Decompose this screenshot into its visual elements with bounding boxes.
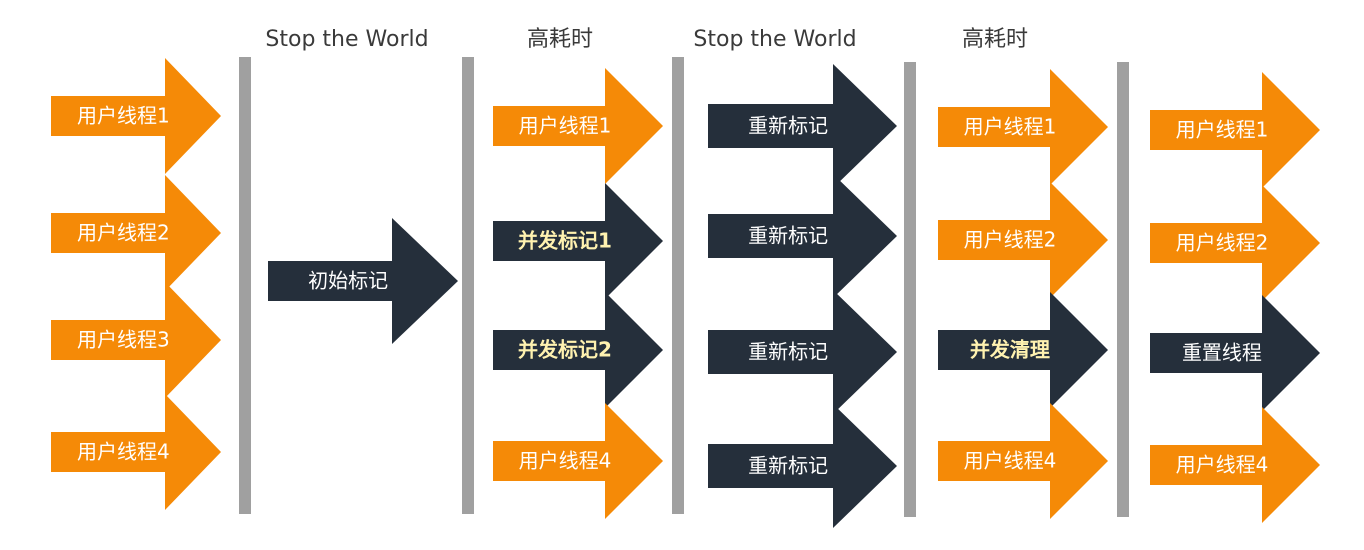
arrow-concurrent-sweep-3: 并发清理	[938, 292, 1108, 408]
arrow-remark-1: 重新标记	[708, 64, 897, 188]
arrow-label: 重新标记	[748, 114, 828, 138]
arrow-concurrent-mark-3: 并发标记2	[493, 292, 663, 408]
arrow-shape	[51, 175, 221, 291]
arrow-shape	[708, 174, 897, 298]
arrow-shape	[938, 403, 1108, 519]
arrow-reset-4: 用户线程4	[1150, 407, 1320, 523]
arrow-shape	[708, 290, 897, 414]
arrow-shape	[938, 292, 1108, 408]
arrow-label: 用户线程4	[1176, 453, 1269, 477]
arrow-shape	[493, 403, 663, 519]
thread-arrows: 用户线程1用户线程2用户线程3用户线程4初始标记用户线程1并发标记1并发标记2用…	[51, 58, 1320, 528]
arrow-concurrent-sweep-4: 用户线程4	[938, 403, 1108, 519]
arrow-shape	[493, 68, 663, 184]
arrow-label: 用户线程4	[519, 449, 612, 473]
arrow-shape	[938, 69, 1108, 185]
arrow-shape	[938, 182, 1108, 298]
column-initial-mark: 初始标记	[268, 218, 458, 344]
arrow-concurrent-sweep-1: 用户线程1	[938, 69, 1108, 185]
arrow-concurrent-mark-1: 用户线程1	[493, 68, 663, 184]
arrow-remark-4: 重新标记	[708, 404, 897, 528]
arrow-shape	[51, 282, 221, 398]
arrow-reset-2: 用户线程2	[1150, 185, 1320, 301]
column-concurrent-mark: 用户线程1 并发标记1 并发标记2 用户线程4	[493, 68, 663, 519]
arrow-label: 重新标记	[748, 454, 828, 478]
phase-divider-3	[672, 57, 684, 514]
arrow-label: 用户线程2	[964, 228, 1057, 252]
arrow-remark-2: 重新标记	[708, 174, 897, 298]
arrow-shape	[708, 404, 897, 528]
arrow-app-running-2: 用户线程2	[51, 175, 221, 291]
arrow-label: 用户线程4	[77, 440, 170, 464]
arrow-shape	[1150, 407, 1320, 523]
arrow-label: 并发清理	[970, 338, 1050, 362]
arrow-label: 并发标记1	[518, 229, 612, 253]
arrow-shape	[51, 58, 221, 174]
phase-dividers	[239, 57, 1129, 517]
phase-label-slow2: 高耗时	[962, 27, 1028, 52]
arrow-remark-3: 重新标记	[708, 290, 897, 414]
arrow-label: 重置线程	[1182, 341, 1262, 365]
arrow-label: 用户线程1	[77, 104, 170, 128]
phase-divider-1	[239, 57, 251, 514]
arrow-concurrent-mark-4: 用户线程4	[493, 403, 663, 519]
arrow-app-running-1: 用户线程1	[51, 58, 221, 174]
arrow-shape	[1150, 295, 1320, 411]
arrow-concurrent-mark-2: 并发标记1	[493, 183, 663, 299]
phase-divider-2	[462, 57, 474, 514]
arrow-label: 用户线程3	[77, 328, 170, 352]
arrow-label: 用户线程2	[1176, 231, 1269, 255]
arrow-shape	[1150, 72, 1320, 188]
phase-label-stw2: Stop the World	[693, 27, 856, 52]
arrow-label: 用户线程4	[964, 449, 1057, 473]
arrow-label: 重新标记	[748, 340, 828, 364]
arrow-reset-1: 用户线程1	[1150, 72, 1320, 188]
arrow-label: 初始标记	[308, 269, 388, 293]
arrow-label: 重新标记	[748, 224, 828, 248]
arrow-label: 并发标记2	[518, 338, 612, 362]
arrow-shape	[493, 292, 663, 408]
phase-labels: Stop the World 高耗时 Stop the World 高耗时	[265, 27, 1028, 52]
arrow-shape	[1150, 185, 1320, 301]
arrow-reset-3: 重置线程	[1150, 295, 1320, 411]
arrow-shape	[708, 64, 897, 188]
arrow-shape	[268, 218, 458, 344]
column-app-running: 用户线程1 用户线程2 用户线程3 用户线程4	[51, 58, 221, 510]
arrow-initial-mark-1: 初始标记	[268, 218, 458, 344]
phase-divider-5	[1117, 62, 1129, 517]
arrow-app-running-3: 用户线程3	[51, 282, 221, 398]
arrow-label: 用户线程1	[964, 115, 1057, 139]
phase-label-slow1: 高耗时	[527, 27, 593, 52]
phase-label-stw1: Stop the World	[265, 27, 428, 52]
arrow-label: 用户线程1	[1176, 118, 1269, 142]
arrow-app-running-4: 用户线程4	[51, 394, 221, 510]
arrow-shape	[51, 394, 221, 510]
arrow-label: 用户线程1	[519, 114, 612, 138]
arrow-concurrent-sweep-2: 用户线程2	[938, 182, 1108, 298]
phase-divider-4	[904, 62, 916, 517]
arrow-label: 用户线程2	[77, 221, 170, 245]
arrow-shape	[493, 183, 663, 299]
